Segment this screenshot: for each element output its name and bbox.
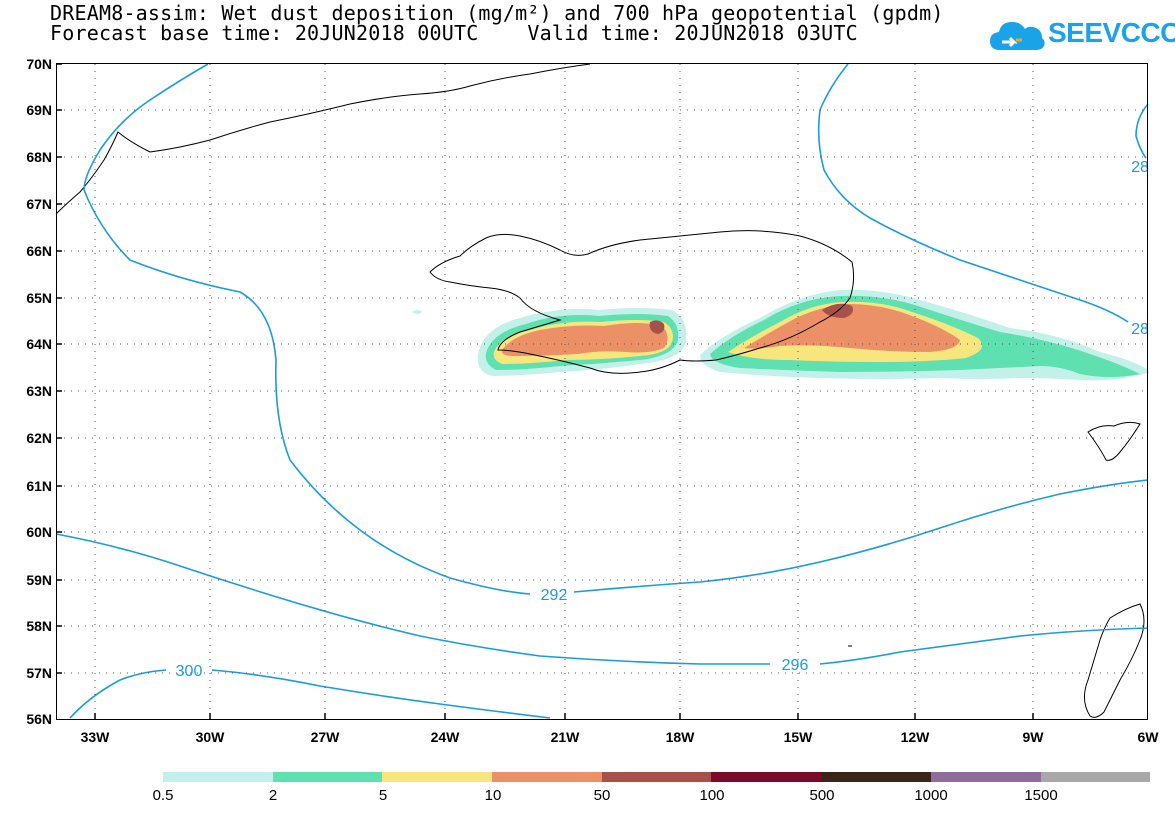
lat-label: 61N xyxy=(26,478,52,494)
legend-swatch xyxy=(1040,772,1151,782)
lat-label: 56N xyxy=(26,711,52,727)
contour-300-west xyxy=(69,669,167,719)
contour-label-288b: 28 xyxy=(1131,159,1149,176)
contour-288-center xyxy=(817,63,1129,323)
contour-label-288a: 28 xyxy=(1131,321,1149,338)
legend-swatch xyxy=(930,772,1041,782)
coastlines xyxy=(55,63,1145,718)
legend-swatch xyxy=(272,772,383,782)
greenland-coast xyxy=(55,63,591,215)
contour-labels: 292 296 300 28 28 xyxy=(176,159,1149,680)
lon-label: 27W xyxy=(310,729,340,745)
lon-label: 15W xyxy=(783,729,813,745)
lon-label: 30W xyxy=(195,729,225,745)
legend-swatch xyxy=(821,772,931,782)
legend-label: 1000 xyxy=(914,787,948,804)
lat-label: 68N xyxy=(26,149,52,165)
legend-label: 2 xyxy=(268,787,278,804)
lat-label: 64N xyxy=(26,336,52,352)
legend-label: 1500 xyxy=(1024,787,1058,804)
legend-label: 5 xyxy=(378,787,388,804)
lat-label: 65N xyxy=(26,290,52,306)
seevccc-logo: SEEVCCC xyxy=(988,14,1175,58)
iceland-coast xyxy=(429,230,855,374)
map-frame xyxy=(56,63,1148,720)
axis-ticks xyxy=(56,63,1034,719)
legend-swatch xyxy=(163,772,273,782)
lon-label: 12W xyxy=(900,729,930,745)
faroe-coast xyxy=(1087,421,1141,461)
contour-300-east xyxy=(211,669,551,719)
lon-label: 9W xyxy=(1022,729,1044,745)
lat-label: 58N xyxy=(26,618,52,634)
lat-label: 60N xyxy=(26,524,52,540)
lon-label: 21W xyxy=(550,729,580,745)
legend-label: 50 xyxy=(593,787,611,804)
contour-296-east xyxy=(819,627,1149,665)
contour-288-north xyxy=(1135,103,1149,159)
geopotential-contours xyxy=(55,63,1149,719)
contour-292-east xyxy=(573,479,1149,593)
logo-text: SEEVCCC xyxy=(1048,17,1175,48)
scotland-coast xyxy=(1084,603,1145,718)
legend-label: 500 xyxy=(809,787,835,804)
legend-label: 100 xyxy=(699,787,725,804)
contour-292-west xyxy=(83,63,531,595)
forecast-time-line: Forecast base time: 20JUN2018 00UTC Vali… xyxy=(50,21,858,45)
contour-label-300: 300 xyxy=(176,663,203,680)
legend-label: 0.5 xyxy=(152,787,174,804)
legend-swatch xyxy=(382,772,493,782)
lon-label: 6W xyxy=(1137,729,1159,745)
lat-label: 70N xyxy=(26,56,52,72)
lat-label: 62N xyxy=(26,430,52,446)
legend-colorbar xyxy=(163,772,1151,782)
contour-label-296: 296 xyxy=(782,657,809,674)
lon-label: 24W xyxy=(430,729,460,745)
lat-label: 69N xyxy=(26,102,52,118)
legend-label: 10 xyxy=(484,787,502,804)
contour-label-292: 292 xyxy=(541,587,568,604)
lat-label: 66N xyxy=(26,243,52,259)
legend-swatch xyxy=(492,772,602,782)
contour-296-west xyxy=(55,533,770,665)
lat-label: 67N xyxy=(26,196,52,212)
lat-label: 63N xyxy=(26,383,52,399)
cloud-icon xyxy=(990,22,1045,50)
dust-deposition-field xyxy=(412,289,1150,381)
lat-label: 57N xyxy=(26,665,52,681)
lat-label: 59N xyxy=(26,572,52,588)
legend-swatch xyxy=(601,772,712,782)
lon-label: 18W xyxy=(665,729,695,745)
lon-label: 33W xyxy=(80,729,110,745)
legend-swatch xyxy=(711,772,822,782)
map-title: DREAM8-assim: Wet dust deposition (mg/m²… xyxy=(50,1,944,25)
